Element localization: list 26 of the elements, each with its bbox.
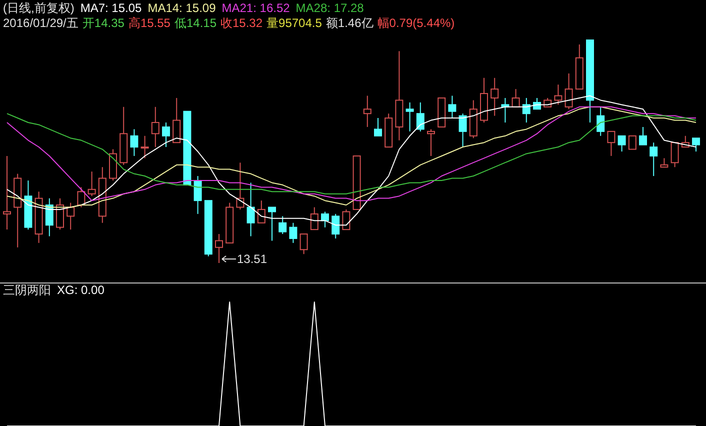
text: 开14.35	[82, 16, 125, 30]
candlestick	[363, 95, 372, 128]
candlestick	[3, 155, 11, 230]
text: 2016/01/29/五	[3, 16, 78, 30]
text: XG: 0.00	[57, 283, 105, 297]
candlestick	[151, 106, 160, 148]
text: MA14: 15.09	[148, 1, 216, 15]
text: MA28: 17.28	[296, 1, 364, 15]
candlestick	[490, 77, 499, 116]
text: 低14.15	[174, 16, 217, 30]
text: 高15.55	[128, 16, 171, 30]
chart-title: 三阴两阳	[3, 283, 51, 297]
text: 收15.32	[220, 16, 263, 30]
candlestick	[130, 128, 138, 156]
text: MA7: 15.05	[80, 1, 142, 15]
text: 幅0.79(5.44%)	[377, 16, 455, 30]
text: 额1.46亿	[326, 16, 374, 30]
candlestick	[140, 135, 149, 159]
candlestick	[34, 191, 43, 244]
candlestick	[98, 166, 106, 224]
annotation: 13.51	[237, 252, 268, 266]
candlestick	[395, 50, 404, 141]
chart-title: (日线,前复权)	[3, 1, 74, 15]
candlestick	[246, 182, 255, 237]
text: MA21: 16.52	[222, 1, 290, 15]
text: 量95704.5	[266, 16, 322, 30]
